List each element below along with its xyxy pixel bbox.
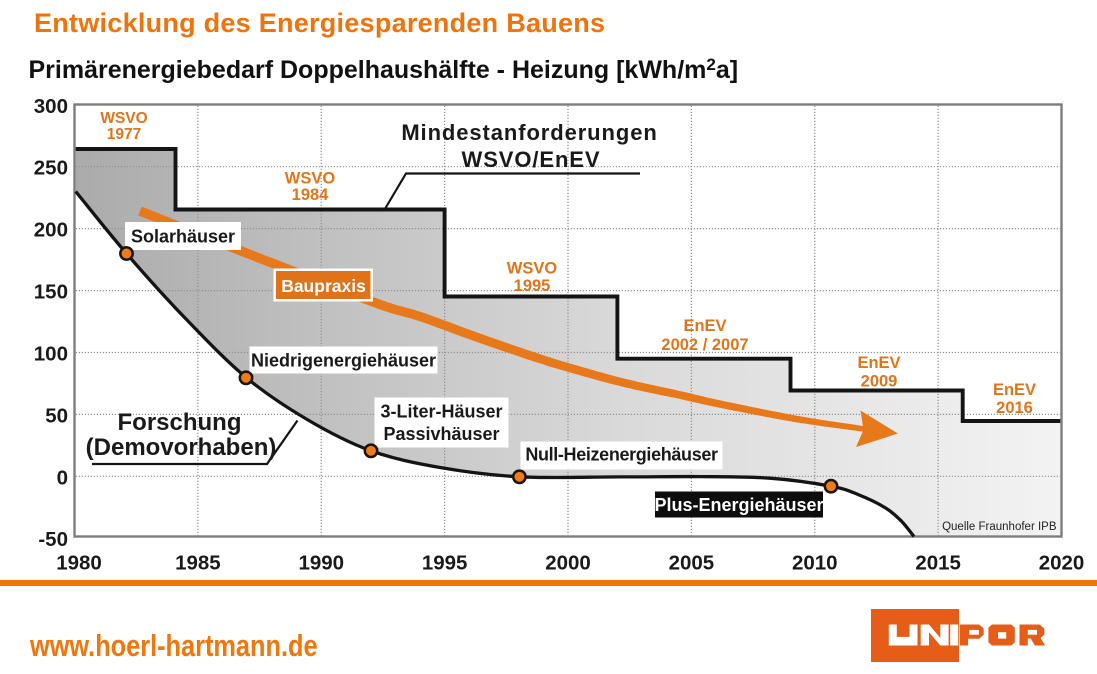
svg-text:150: 150 — [34, 281, 68, 304]
svg-text:1990: 1990 — [298, 552, 344, 575]
svg-text:1995: 1995 — [422, 552, 468, 575]
svg-text:100: 100 — [34, 342, 68, 365]
svg-text:Mindestanforderungen: Mindestanforderungen — [401, 120, 657, 145]
svg-text:2000: 2000 — [545, 552, 591, 575]
svg-text:-50: -50 — [38, 528, 68, 551]
svg-text:2009: 2009 — [861, 373, 898, 391]
svg-text:1977: 1977 — [107, 126, 141, 143]
svg-text:1985: 1985 — [175, 552, 221, 575]
svg-text:Quelle Fraunhofer IPB: Quelle Fraunhofer IPB — [942, 521, 1057, 533]
svg-text:Niedrigenergiehäuser: Niedrigenergiehäuser — [251, 351, 436, 371]
svg-text:2002 / 2007: 2002 / 2007 — [661, 336, 748, 354]
svg-text:250: 250 — [34, 157, 68, 180]
svg-text:EnEV: EnEV — [857, 354, 900, 372]
svg-text:2016: 2016 — [996, 399, 1033, 417]
svg-text:300: 300 — [34, 95, 68, 118]
svg-text:3-Liter-Häuser: 3-Liter-Häuser — [380, 402, 502, 422]
svg-text:1980: 1980 — [56, 552, 102, 575]
svg-text:50: 50 — [45, 404, 68, 427]
svg-text:EnEV: EnEV — [993, 381, 1036, 399]
svg-text:2015: 2015 — [915, 552, 961, 575]
svg-text:Forschung: Forschung — [118, 409, 242, 436]
svg-text:WSVO: WSVO — [507, 260, 558, 278]
svg-text:Baupraxis: Baupraxis — [281, 276, 366, 296]
svg-text:2020: 2020 — [1039, 552, 1085, 575]
svg-text:1995: 1995 — [514, 277, 551, 295]
svg-text:WSVO/EnEV: WSVO/EnEV — [462, 147, 601, 172]
svg-text:(Demovorhaben): (Demovorhaben) — [86, 434, 277, 461]
svg-text:Solarhäuser: Solarhäuser — [131, 227, 235, 247]
svg-text:WSVO: WSVO — [285, 170, 336, 188]
svg-text:2010: 2010 — [792, 552, 838, 575]
svg-text:Passivhäuser: Passivhäuser — [383, 424, 499, 444]
svg-text:200: 200 — [34, 219, 68, 242]
svg-text:Null-Heizenergiehäuser: Null-Heizenergiehäuser — [525, 445, 718, 465]
svg-text:0: 0 — [57, 466, 68, 489]
svg-text:Plus-Energiehäuser: Plus-Energiehäuser — [654, 495, 823, 515]
svg-text:EnEV: EnEV — [683, 317, 726, 335]
svg-text:1984: 1984 — [292, 186, 330, 204]
svg-text:2005: 2005 — [669, 552, 715, 575]
svg-text:WSVO: WSVO — [100, 110, 147, 127]
